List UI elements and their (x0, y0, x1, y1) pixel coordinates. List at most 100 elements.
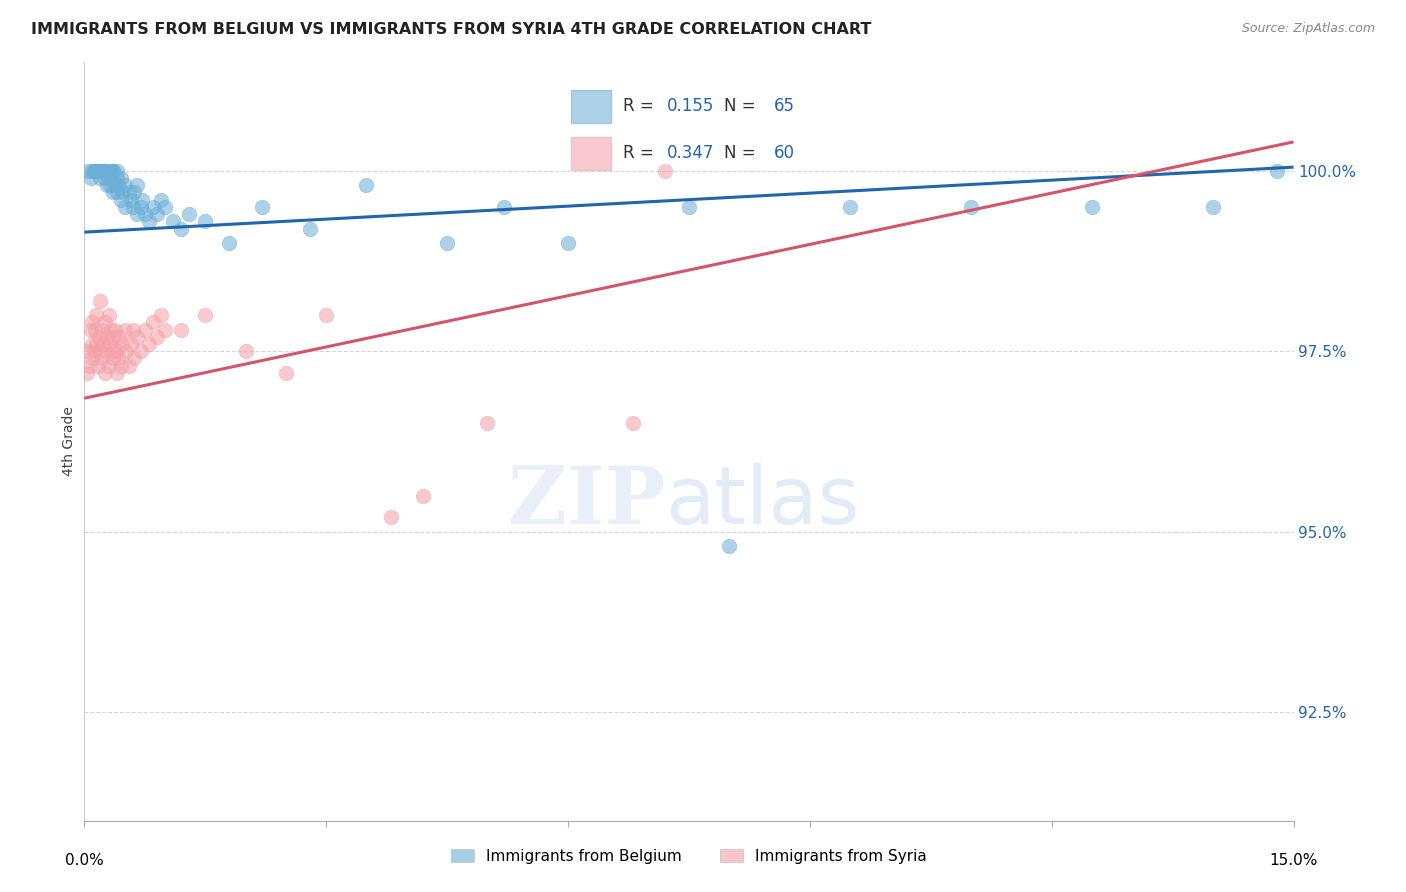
Point (77, 163, 100, 178)
Point (118, 186, 141, 200)
Point (94, 344, 117, 359)
Point (80, 337, 103, 351)
Point (100, 163, 122, 178)
Point (107, 351, 129, 366)
Point (111, 337, 134, 351)
Point (103, 344, 125, 359)
Point (108, 330, 131, 344)
Point (96, 330, 118, 344)
Point (97, 163, 120, 178)
Point (98, 178, 121, 193)
Point (124, 351, 146, 366)
Point (120, 193, 142, 207)
Point (93, 315, 115, 329)
Point (91, 323, 114, 337)
Point (149, 193, 172, 207)
Point (87, 163, 110, 178)
Point (149, 308, 172, 322)
Text: IMMIGRANTS FROM BELGIUM VS IMMIGRANTS FROM SYRIA 4TH GRADE CORRELATION CHART: IMMIGRANTS FROM BELGIUM VS IMMIGRANTS FR… (31, 22, 872, 37)
Point (89, 293, 111, 308)
Point (89, 344, 111, 359)
Point (76, 366, 98, 380)
Point (86, 308, 108, 322)
Point (718, 539, 741, 553)
Point (86, 163, 108, 178)
Point (105, 366, 128, 380)
Point (89, 163, 111, 178)
Point (1202, 200, 1225, 214)
Point (110, 171, 132, 186)
Point (91, 163, 114, 178)
Point (170, 323, 193, 337)
Point (97, 308, 120, 322)
Point (179, 207, 201, 221)
Point (93, 171, 115, 186)
Point (477, 417, 499, 431)
Point (121, 200, 143, 214)
Point (86, 337, 108, 351)
Point (79, 359, 101, 373)
Point (93, 163, 115, 178)
Point (621, 417, 644, 431)
Point (299, 221, 322, 235)
Point (98, 337, 121, 351)
Point (91, 337, 114, 351)
Point (120, 337, 142, 351)
Point (105, 186, 128, 200)
Point (654, 163, 676, 178)
Point (1267, 163, 1289, 178)
Text: Source: ZipAtlas.com: Source: ZipAtlas.com (1241, 22, 1375, 36)
Point (105, 344, 128, 359)
Point (114, 323, 136, 337)
Point (218, 235, 240, 250)
Text: 0.0%: 0.0% (65, 853, 104, 868)
Point (134, 323, 156, 337)
Point (125, 330, 148, 344)
Point (97, 359, 120, 373)
Point (82, 315, 104, 329)
Point (125, 207, 148, 221)
Point (115, 344, 138, 359)
Point (436, 235, 458, 250)
Point (114, 200, 136, 214)
Point (274, 366, 297, 380)
Point (91, 163, 114, 178)
Point (101, 163, 124, 178)
Point (83, 163, 105, 178)
Point (153, 323, 176, 337)
Point (380, 510, 402, 524)
Text: 15.0%: 15.0% (1270, 853, 1317, 868)
Point (87, 359, 110, 373)
Point (77, 344, 100, 359)
Point (162, 214, 184, 228)
Point (412, 489, 434, 503)
Point (96, 178, 118, 193)
Point (118, 359, 141, 373)
Point (101, 163, 124, 178)
Point (93, 366, 115, 380)
Point (315, 308, 337, 322)
Point (83, 163, 105, 178)
Point (101, 351, 124, 366)
Point (104, 323, 127, 337)
Point (110, 359, 132, 373)
Point (129, 344, 152, 359)
Point (82, 351, 104, 366)
Point (104, 178, 127, 193)
Point (114, 178, 136, 193)
Point (83, 344, 105, 359)
Point (100, 323, 122, 337)
Point (170, 221, 193, 235)
Point (91, 351, 114, 366)
Point (492, 200, 515, 214)
Point (97, 171, 120, 186)
Point (138, 337, 160, 351)
Point (121, 323, 143, 337)
Point (134, 207, 156, 221)
Point (86, 163, 108, 178)
Point (129, 200, 152, 214)
Point (153, 200, 176, 214)
Point (124, 186, 146, 200)
Point (105, 163, 128, 178)
Point (101, 330, 124, 344)
